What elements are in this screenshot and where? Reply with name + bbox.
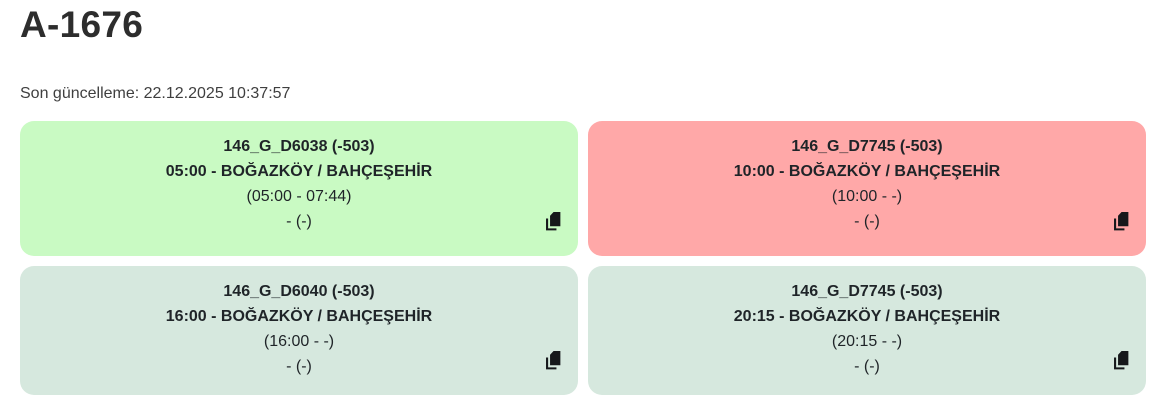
- copy-icon: [545, 350, 560, 369]
- copy-button[interactable]: [540, 208, 564, 234]
- copy-button[interactable]: [1108, 347, 1132, 373]
- trip-vehicle: 146_G_D7745 (-503): [791, 138, 943, 155]
- copy-icon: [1113, 350, 1128, 369]
- trip-extra: - (-): [286, 213, 312, 230]
- trip-time-window: (20:15 - -): [831, 333, 903, 350]
- copy-button[interactable]: [1108, 208, 1132, 234]
- trip-extra: - (-): [854, 358, 880, 375]
- trip-route: 20:15 - BOĞAZKÖY / BAHÇEŞEHİR: [733, 308, 1001, 325]
- trip-extra: - (-): [854, 213, 880, 230]
- copy-icon: [1113, 211, 1128, 230]
- trip-vehicle: 146_G_D6038 (-503): [223, 138, 375, 155]
- trip-card: 146_G_D7745 (-503) 10:00 - BOĞAZKÖY / BA…: [588, 121, 1146, 256]
- trip-vehicle: 146_G_D7745 (-503): [791, 283, 943, 300]
- trip-route: 16:00 - BOĞAZKÖY / BAHÇEŞEHİR: [165, 308, 433, 325]
- trip-extra: - (-): [286, 358, 312, 375]
- trip-route: 10:00 - BOĞAZKÖY / BAHÇEŞEHİR: [733, 163, 1001, 180]
- last-update-text: Son güncelleme: 22.12.2025 10:37:57: [20, 85, 291, 102]
- trip-time-window: (16:00 - -): [263, 333, 335, 350]
- trip-route: 05:00 - BOĞAZKÖY / BAHÇEŞEHİR: [165, 163, 433, 180]
- trip-grid: 146_G_D6038 (-503) 05:00 - BOĞAZKÖY / BA…: [20, 121, 1146, 395]
- copy-icon: [545, 211, 560, 230]
- page-title: A-1676: [20, 4, 144, 45]
- trip-card: 146_G_D7745 (-503) 20:15 - BOĞAZKÖY / BA…: [588, 266, 1146, 395]
- trip-card: 146_G_D6038 (-503) 05:00 - BOĞAZKÖY / BA…: [20, 121, 578, 256]
- copy-button[interactable]: [540, 347, 564, 373]
- trip-time-window: (05:00 - 07:44): [246, 188, 352, 205]
- trip-time-window: (10:00 - -): [831, 188, 903, 205]
- trip-card: 146_G_D6040 (-503) 16:00 - BOĞAZKÖY / BA…: [20, 266, 578, 395]
- trip-vehicle: 146_G_D6040 (-503): [223, 283, 375, 300]
